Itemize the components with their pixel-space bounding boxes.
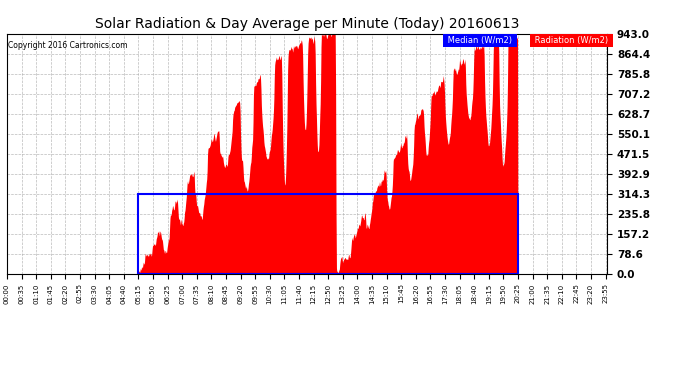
Text: Median (W/m2): Median (W/m2) xyxy=(445,36,515,45)
Text: Radiation (W/m2): Radiation (W/m2) xyxy=(532,36,611,45)
Bar xyxy=(138,194,518,274)
Title: Solar Radiation & Day Average per Minute (Today) 20160613: Solar Radiation & Day Average per Minute… xyxy=(95,17,520,31)
Text: Copyright 2016 Cartronics.com: Copyright 2016 Cartronics.com xyxy=(8,41,127,50)
